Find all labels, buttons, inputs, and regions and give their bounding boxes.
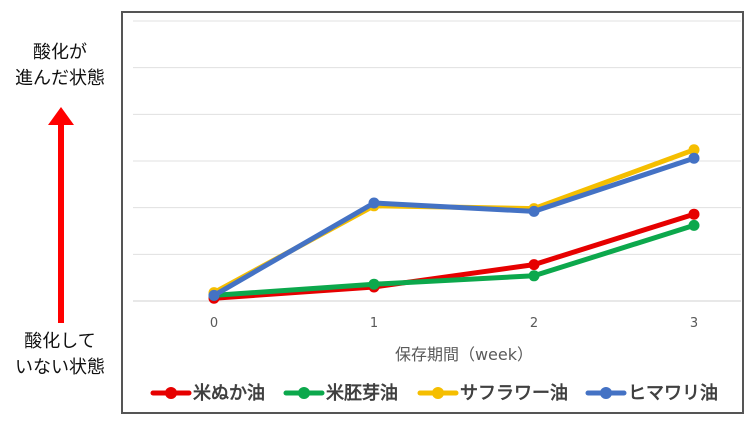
data-point (528, 259, 540, 271)
data-point (528, 205, 540, 217)
chart-frame: 0 1 2 3 保存期間（week） 米ぬか油 米胚芽油 サフラワー油 ヒマワリ油 (121, 11, 744, 414)
legend-item: 米胚芽油 (283, 382, 398, 404)
legend-swatch-marker (165, 387, 177, 399)
unoxidized-state-line-2: いない状態 (15, 357, 105, 378)
x-tick-label: 1 (370, 316, 378, 331)
data-point (208, 289, 220, 301)
arrow-shaft (58, 123, 64, 323)
legend-swatch-marker (600, 387, 612, 399)
unoxidized-state-label: 酸化して いない状態 (0, 329, 120, 381)
up-arrow-icon (48, 107, 74, 323)
oxidized-state-line-2: 進んだ状態 (15, 68, 105, 89)
legend-label: 米ぬか油 (193, 382, 265, 404)
data-point (688, 219, 700, 231)
series-lines (208, 144, 700, 304)
data-point (368, 197, 380, 209)
x-tick-label: 3 (690, 316, 698, 331)
data-point (688, 152, 700, 164)
series-line (211, 211, 697, 301)
arrow-head (48, 107, 74, 125)
series-line (211, 155, 697, 298)
x-tick-label: 2 (530, 316, 538, 331)
legend-label: サフラワー油 (460, 382, 568, 404)
legend-swatch-marker (432, 387, 444, 399)
oxidized-state-label: 酸化が 進んだ状態 (0, 40, 120, 92)
legend: 米ぬか油 米胚芽油 サフラワー油 ヒマワリ油 (150, 382, 718, 404)
series-line (211, 147, 697, 296)
unoxidized-state-line-1: 酸化して (24, 331, 96, 352)
x-axis-title: 保存期間（week） (395, 345, 533, 364)
legend-label: ヒマワリ油 (628, 382, 718, 404)
data-point (688, 208, 700, 220)
legend-item: サフラワー油 (417, 382, 568, 404)
x-tick-label: 0 (210, 316, 218, 331)
gridlines (133, 20, 741, 302)
legend-label: 米胚芽油 (326, 382, 398, 404)
data-point (688, 144, 700, 156)
data-point (528, 270, 540, 282)
legend-item: 米ぬか油 (150, 382, 265, 404)
series-line (211, 222, 697, 298)
oxidized-state-line-1: 酸化が (33, 42, 87, 63)
legend-item: ヒマワリ油 (585, 382, 718, 404)
data-point (368, 278, 380, 290)
line-chart: 0 1 2 3 保存期間（week） 米ぬか油 米胚芽油 サフラワー油 ヒマワリ油 (133, 20, 741, 404)
legend-swatch-marker (298, 387, 310, 399)
x-tick-labels: 0 1 2 3 (210, 316, 698, 331)
